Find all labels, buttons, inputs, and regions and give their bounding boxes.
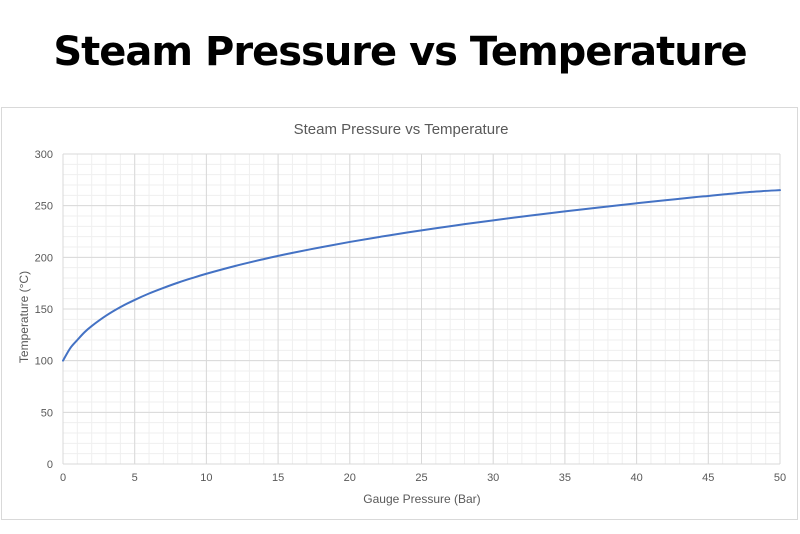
y-tick-label: 250 bbox=[35, 201, 53, 213]
y-tick-label: 150 bbox=[35, 304, 53, 316]
x-tick-label: 45 bbox=[702, 472, 714, 484]
x-tick-label: 25 bbox=[415, 472, 427, 484]
series-layer bbox=[62, 189, 781, 362]
y-tick-label: 50 bbox=[41, 407, 53, 419]
y-tick-label: 0 bbox=[47, 459, 53, 471]
x-tick-label: 20 bbox=[344, 472, 356, 484]
y-tick-label: 300 bbox=[35, 149, 53, 161]
chart-title: Steam Pressure vs Temperature bbox=[294, 121, 509, 138]
series-line bbox=[62, 189, 781, 362]
x-tick-label: 40 bbox=[630, 472, 642, 484]
major-grid bbox=[62, 153, 781, 465]
x-tick-label: 10 bbox=[200, 472, 212, 484]
x-tick-label: 5 bbox=[132, 472, 138, 484]
x-axis-label: Gauge Pressure (Bar) bbox=[363, 492, 480, 506]
chart-frame: 0 50 100 150 200 250 300 0 5 10 15 20 25 30 35 40 45 50 … bbox=[1, 107, 798, 520]
x-tick-label: 50 bbox=[774, 472, 786, 484]
y-axis-label: Temperature (°C) bbox=[17, 271, 31, 363]
x-tick-label: 15 bbox=[272, 472, 284, 484]
page-heading: Steam Pressure vs Temperature bbox=[53, 29, 747, 75]
x-tick-label: 30 bbox=[487, 472, 499, 484]
x-tick-label: 35 bbox=[559, 472, 571, 484]
x-axis-tick-labels: 0 5 10 15 20 25 30 35 40 45 50 bbox=[60, 472, 786, 484]
y-axis-tick-labels: 0 50 100 150 200 250 300 bbox=[35, 149, 53, 471]
y-tick-label: 200 bbox=[35, 252, 53, 264]
x-tick-label: 0 bbox=[60, 472, 66, 484]
y-tick-label: 100 bbox=[35, 356, 53, 368]
